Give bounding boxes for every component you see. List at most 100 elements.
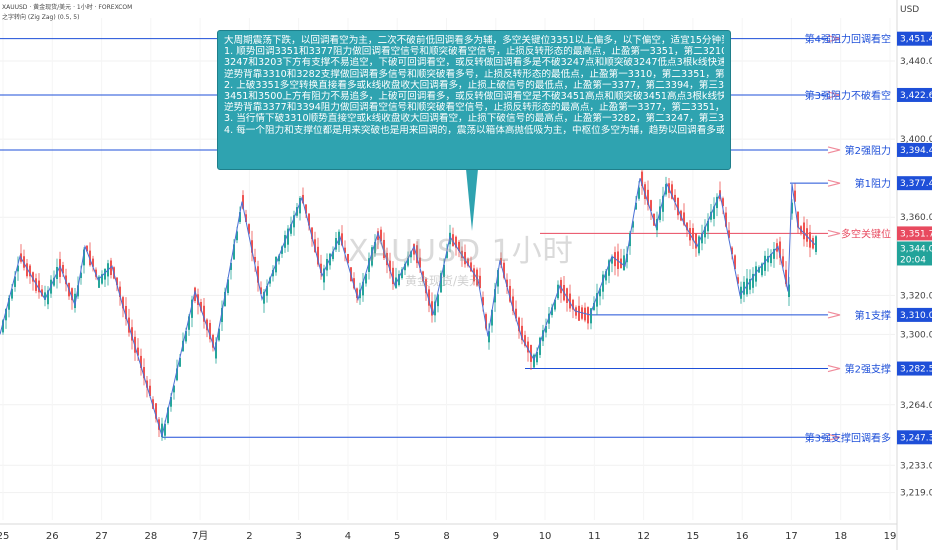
candle-body [698,236,700,254]
level-label: 第1支撑 [855,309,891,322]
candle-body [593,302,595,310]
candle-body [566,288,568,303]
candle-body [344,247,346,253]
candle-body [227,279,229,293]
candle-body [437,294,439,307]
level-arrow-icon [827,311,841,319]
time-axis[interactable]: 25 26 27 28 7月 2 3 4 5 8 9 10 11 12 15 16 17 18 19 [0,523,897,542]
candle-body [65,275,67,285]
candle-body [773,248,775,259]
candle-body [62,264,64,274]
candle-body [185,331,187,342]
candle-body [167,407,169,424]
candle-body [221,307,223,322]
candle-body [212,334,214,348]
candle-body [740,286,742,299]
candle-body [704,226,706,238]
candle-body [587,307,589,324]
candle-body [2,320,4,333]
time-tick-label: 25 [0,531,9,542]
candle-body [488,331,490,343]
price-tick-label: 3,264.00 [900,401,932,411]
level-arrow-icon [827,35,841,43]
price-axis[interactable]: USD 3,440.00 3,400.00 3,360.00 3,320.00 3,300… [896,0,932,550]
candle-body [404,263,406,271]
candle-body [716,196,718,209]
candle-body [761,263,763,276]
candle-body [332,251,334,260]
candle-body [152,399,154,409]
candle-body [734,255,736,270]
candle-body [251,240,253,253]
candle-body [413,244,415,255]
candle-body [362,281,364,296]
candle-body [266,286,268,296]
candle-body [671,184,673,199]
candle-body [431,301,433,316]
annotation-line: 1. 顺势回调3351和3377阻力做回调看空信号和顺突破看空信号，止损反转形态… [224,46,724,58]
candle-body [299,197,301,214]
candle-body [539,337,541,355]
candle-body [422,271,424,282]
candle-body [443,264,445,278]
level-arrow-icon [827,179,841,187]
candle-body [713,206,715,219]
candle-body [767,256,769,263]
candle-body [377,231,379,241]
candle-body [608,260,610,276]
candle-body [707,220,709,232]
currency-label: USD [900,5,919,15]
candle-body [131,327,133,341]
candle-body [41,289,43,297]
candle-body [419,257,421,268]
price-tick-label: 3,360.00 [900,213,932,223]
candle-body [230,262,232,270]
candle-body [770,253,772,264]
candle-body [254,256,256,263]
candle-body [38,280,40,293]
candle-body [794,190,796,202]
candle-body [788,284,790,297]
candle-body [686,222,688,231]
candle-body [650,200,652,211]
annotation-line: 3. 当行情下破3310顺势直接空或k线收盘收大回调看空，止损下破信号的最高点，… [224,113,724,125]
time-tick-label: 18 [834,531,847,542]
strategy-annotation[interactable]: 大周期震荡下跌，以回调看空为主，二次不破前低回调看多为辅，多空关键位3351以上… [217,30,731,170]
candle-body [119,286,121,297]
candle-body [599,288,601,297]
candle-body [455,236,457,248]
candle-body [722,198,724,206]
candle-body [482,297,484,306]
candle-body [191,299,193,318]
level-price-text: 3,422.60 [900,91,932,101]
candle-body [638,187,640,199]
candle-body [548,313,550,324]
annotation-line: 2. 上破3351多空转换直接看多或k线收盘收大回调看多，止损上破信号的最低点，… [224,79,724,91]
candle-body [200,302,202,311]
candle-body [683,212,685,225]
level-price-badge [897,176,932,191]
candle-body [470,262,472,272]
candle-body [245,214,247,223]
candle-body [287,228,289,245]
time-tick-label: 15 [687,531,700,542]
level-arrow-icon [827,146,841,154]
candle-body [302,194,304,204]
candle-body [626,253,628,263]
candle-body [308,213,310,226]
level-price-badge [897,87,932,102]
level-price-text: 3,377.44 [900,179,932,189]
candle-body [95,269,97,277]
candle-body [335,238,337,250]
candle-body [53,277,55,286]
level-arrow-icon [827,91,841,99]
level-label: 多空关键位 [841,227,891,240]
candle-body [509,285,511,302]
time-tick-label: 27 [95,531,108,542]
candle-body [290,224,292,234]
candle-body [116,277,118,286]
level-arrow-icon [827,433,841,441]
candle-body [239,212,241,222]
candle-body [506,279,508,287]
candle-body [527,341,529,353]
